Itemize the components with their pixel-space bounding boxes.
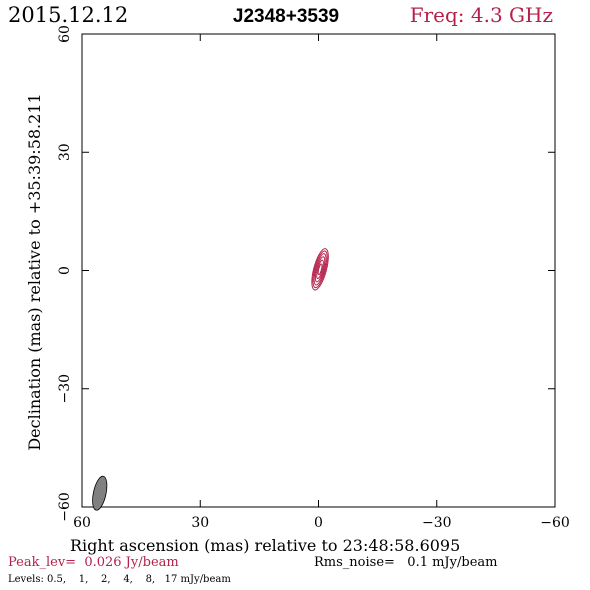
contour-level-2 xyxy=(313,253,327,286)
axis-ticks xyxy=(81,33,556,508)
y-axis-label: Declination (mas) relative to +35:39:58.… xyxy=(25,93,44,450)
contour-level-8 xyxy=(316,259,324,279)
frequency-label: Freq: 4.3 GHz xyxy=(410,3,553,27)
y-tick-label: 30 xyxy=(57,143,73,161)
contour-level-17 xyxy=(317,263,323,276)
y-tick-labels: −60 −30 0 30 60 xyxy=(57,25,73,522)
source-name: J2348+3539 xyxy=(233,6,339,27)
contour-level-0-5 xyxy=(311,248,329,291)
x-tick-labels: 60 30 0 −30 −60 xyxy=(73,515,570,531)
rms-noise: Rms_noise= 0.1 mJy/beam xyxy=(314,555,497,570)
x-tick-label: −30 xyxy=(422,515,452,531)
contour-levels: Levels: 0.5, 1, 2, 4, 8, 17 mJy/beam xyxy=(8,574,231,585)
x-tick-label: 30 xyxy=(191,515,209,531)
x-tick-label: −60 xyxy=(540,515,570,531)
x-axis-label: Right ascension (mas) relative to 23:48:… xyxy=(70,536,460,555)
peak-level: Peak_lev= 0.026 Jy/beam xyxy=(8,555,179,570)
contour-group xyxy=(311,248,329,291)
x-tick-label: 60 xyxy=(73,515,91,531)
observation-date: 2015.12.12 xyxy=(8,3,128,27)
beam-ellipse xyxy=(92,475,108,511)
x-tick-label: 0 xyxy=(314,515,323,531)
y-tick-label: −60 xyxy=(57,492,73,522)
contour-level-1 xyxy=(312,250,328,289)
y-tick-label: 60 xyxy=(57,25,73,43)
y-tick-label: −30 xyxy=(57,374,73,404)
y-tick-label: 0 xyxy=(57,266,73,275)
beam-ellipse-group xyxy=(92,475,108,511)
contour-level-4 xyxy=(314,256,326,283)
